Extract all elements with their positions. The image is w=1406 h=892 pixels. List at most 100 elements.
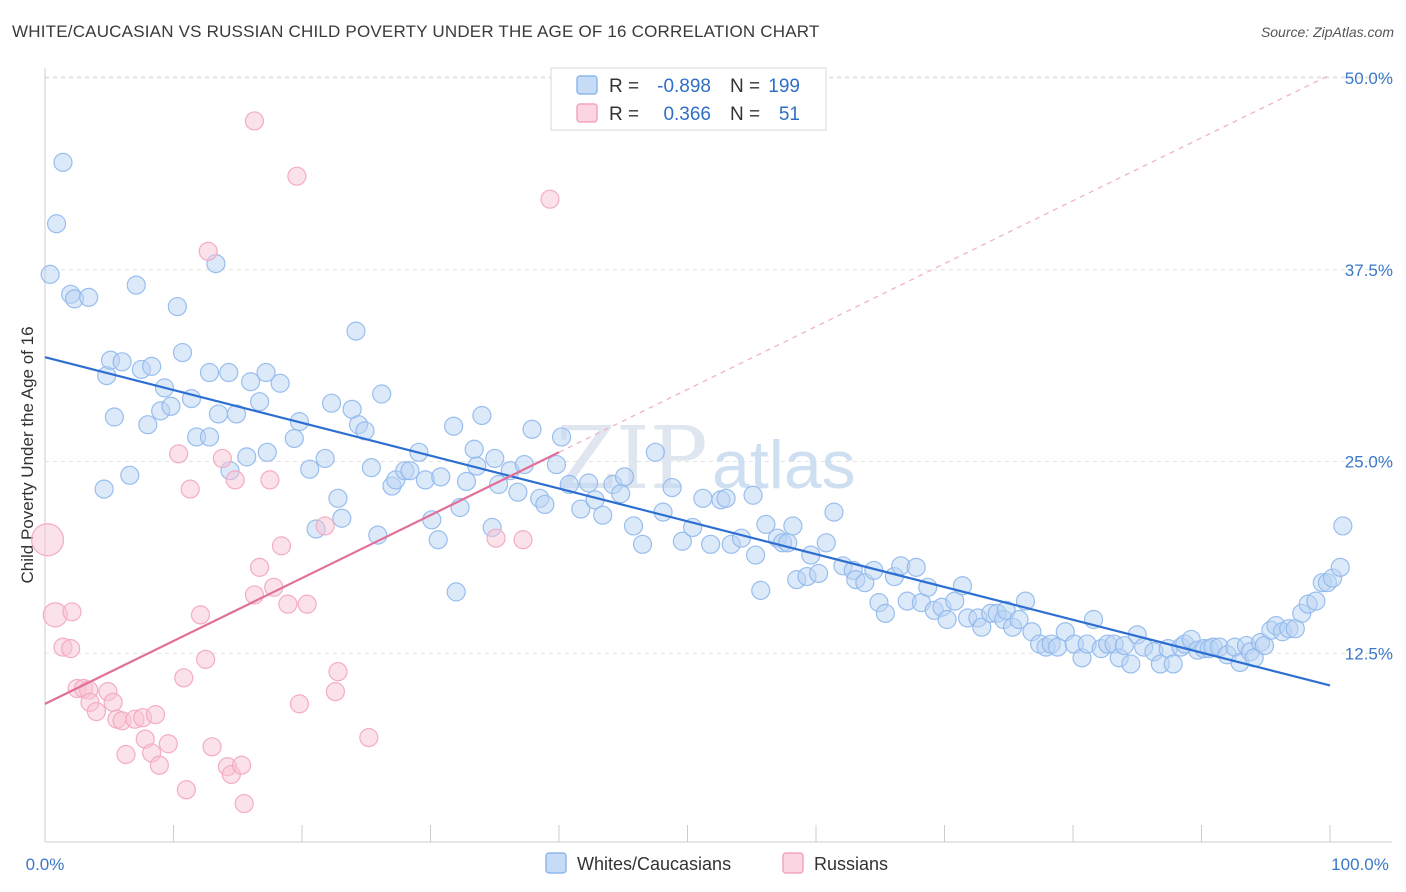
data-point	[62, 602, 82, 622]
bottom-legend-swatch-russians	[782, 852, 804, 874]
series-whites-points	[40, 152, 1353, 674]
data-point	[249, 557, 270, 577]
data-point	[289, 694, 310, 714]
data-point	[824, 502, 844, 522]
data-point	[361, 458, 381, 478]
trend-line-whites	[44, 356, 1331, 687]
data-point	[264, 577, 284, 597]
bottom-legend-label-whites: Whites/Caucasians	[577, 854, 731, 874]
data-point	[199, 427, 220, 447]
data-point	[593, 505, 613, 525]
data-point	[176, 780, 196, 800]
data-point	[46, 214, 67, 234]
data-point	[508, 482, 528, 502]
trend-line-russians-extension	[558, 74, 1331, 453]
data-point	[116, 744, 136, 765]
data-point	[444, 416, 464, 436]
data-point	[632, 534, 653, 554]
data-point	[456, 471, 477, 492]
data-point	[645, 442, 665, 462]
legend-n-value-whites: 199	[768, 76, 800, 97]
data-point	[514, 454, 534, 475]
data-point	[540, 189, 560, 209]
data-point	[172, 342, 193, 363]
data-point	[169, 444, 189, 464]
data-point	[513, 530, 533, 550]
data-point	[161, 396, 181, 416]
data-point	[816, 533, 836, 553]
data-point	[112, 352, 132, 372]
x-ticks	[44, 825, 1331, 842]
data-point	[325, 681, 346, 702]
watermark-zip: ZIP	[556, 409, 708, 509]
data-point	[270, 373, 290, 393]
data-point	[40, 264, 60, 284]
series-russians-points	[30, 111, 560, 814]
y-tick-label: 12.5%	[1345, 644, 1393, 663]
data-point	[653, 502, 673, 522]
data-point	[672, 531, 692, 551]
data-point	[241, 372, 261, 392]
data-point	[716, 488, 736, 508]
data-point	[701, 534, 721, 554]
data-point	[464, 439, 484, 459]
data-point	[415, 470, 435, 490]
data-point	[945, 591, 965, 611]
y-tick-label: 37.5%	[1345, 261, 1393, 280]
data-point	[400, 461, 420, 481]
data-point	[149, 755, 169, 775]
data-point	[94, 479, 114, 499]
data-point	[321, 393, 342, 413]
data-point	[972, 617, 992, 637]
data-point	[1330, 557, 1350, 577]
data-point	[287, 166, 307, 186]
data-point	[103, 692, 123, 712]
x-tick-label-max: 100.0%	[1331, 855, 1389, 874]
data-point	[332, 508, 352, 528]
data-point	[428, 530, 448, 550]
data-point	[256, 362, 276, 383]
data-point	[372, 384, 392, 404]
data-point	[30, 523, 65, 557]
data-point	[1333, 516, 1353, 536]
data-point	[743, 485, 763, 505]
data-point	[219, 362, 239, 383]
data-point	[731, 528, 752, 548]
series-legend: Whites/Caucasians Russians	[545, 852, 888, 874]
data-point	[158, 734, 178, 754]
data-point	[237, 447, 257, 467]
data-point	[578, 473, 599, 493]
data-point	[783, 516, 803, 536]
data-point	[571, 499, 591, 519]
legend-r-value-russians: 0.366	[663, 104, 711, 125]
data-point	[225, 470, 245, 490]
zipatlas-watermark: ZIP atlas	[556, 409, 856, 509]
data-point	[485, 448, 505, 469]
data-point	[1163, 654, 1183, 674]
data-point	[271, 536, 292, 556]
data-point	[257, 442, 277, 462]
data-point	[53, 152, 73, 172]
data-point	[174, 668, 194, 688]
data-point	[359, 728, 379, 748]
data-point	[1121, 654, 1141, 674]
data-point	[346, 321, 366, 341]
data-point	[226, 404, 247, 424]
legend-n-label-whites: N =	[730, 76, 760, 97]
legend-n-value-russians: 51	[779, 104, 800, 125]
data-point	[472, 405, 492, 426]
data-point	[431, 467, 451, 487]
data-point	[190, 605, 211, 625]
data-point	[196, 649, 216, 669]
data-point	[328, 662, 348, 682]
legend-r-label-whites: R =	[609, 76, 639, 97]
data-point	[328, 488, 348, 508]
data-point	[751, 580, 771, 600]
bottom-legend-swatch-whites	[545, 852, 567, 874]
chart-title: WHITE/CAUCASIAN VS RUSSIAN CHILD POVERTY…	[12, 22, 820, 41]
data-point	[1306, 591, 1326, 611]
data-point	[535, 494, 555, 515]
data-point	[315, 448, 335, 469]
data-point	[808, 563, 829, 584]
